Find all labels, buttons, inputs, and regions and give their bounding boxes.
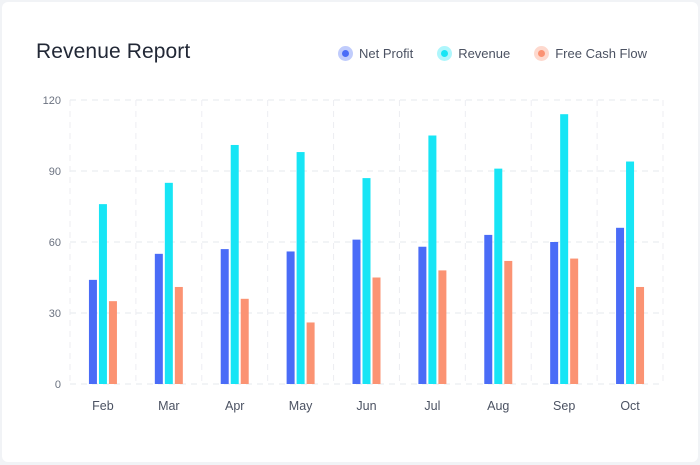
x-tick-label: Apr bbox=[225, 399, 244, 413]
bar-revenue bbox=[230, 144, 239, 384]
legend-dot-icon bbox=[338, 46, 353, 61]
x-tick-label: Jun bbox=[356, 399, 376, 413]
x-tick-label: May bbox=[289, 399, 313, 413]
bar-revenue bbox=[626, 161, 635, 384]
bar-free-cash-flow bbox=[174, 286, 183, 384]
y-tick-label: 90 bbox=[49, 166, 61, 178]
x-tick-label: Feb bbox=[92, 399, 114, 413]
legend-item-free-cash-flow[interactable]: Free Cash Flow bbox=[534, 46, 647, 61]
bar-free-cash-flow bbox=[306, 322, 315, 384]
x-tick-label: Mar bbox=[158, 399, 180, 413]
bar-revenue bbox=[494, 168, 503, 384]
x-tick-label: Sep bbox=[553, 399, 575, 413]
bar-free-cash-flow bbox=[372, 277, 381, 384]
chart-legend: Net Profit Revenue Free Cash Flow bbox=[338, 46, 647, 61]
bar-net-profit bbox=[154, 253, 163, 384]
x-tick-label: Jul bbox=[424, 399, 440, 413]
legend-item-net-profit[interactable]: Net Profit bbox=[338, 46, 414, 61]
y-tick-label: 30 bbox=[49, 308, 61, 320]
legend-item-revenue[interactable]: Revenue bbox=[437, 46, 511, 61]
bar-free-cash-flow bbox=[108, 301, 117, 384]
bar-net-profit bbox=[484, 234, 493, 384]
legend-dot-icon bbox=[437, 46, 453, 61]
bar-revenue bbox=[164, 182, 173, 384]
bar-revenue bbox=[428, 135, 437, 384]
bar-free-cash-flow bbox=[438, 270, 447, 384]
y-tick-label: 60 bbox=[49, 237, 61, 249]
bar-net-profit bbox=[616, 227, 625, 384]
y-tick-label: 0 bbox=[55, 379, 61, 391]
bar-net-profit bbox=[286, 251, 295, 384]
chart-title: Revenue Report bbox=[36, 40, 191, 63]
bar-net-profit bbox=[220, 249, 229, 384]
bar-net-profit bbox=[88, 279, 97, 384]
bar-free-cash-flow bbox=[504, 260, 513, 384]
legend-label: Revenue bbox=[458, 46, 511, 61]
legend-label: Net Profit bbox=[359, 46, 414, 61]
bar-revenue bbox=[560, 114, 569, 384]
bar-free-cash-flow bbox=[636, 286, 645, 384]
bar-revenue bbox=[98, 204, 107, 384]
bar-net-profit bbox=[352, 239, 361, 384]
x-tick-label: Aug bbox=[487, 399, 509, 413]
bar-net-profit bbox=[550, 242, 559, 384]
bar-free-cash-flow bbox=[570, 258, 579, 384]
legend-label: Free Cash Flow bbox=[555, 46, 647, 61]
bar-net-profit bbox=[418, 246, 427, 384]
bar-revenue bbox=[362, 178, 371, 384]
legend-dot-icon bbox=[534, 46, 550, 61]
y-tick-label: 120 bbox=[43, 95, 61, 107]
bar-free-cash-flow bbox=[240, 298, 249, 384]
bar-revenue bbox=[296, 152, 305, 384]
x-tick-label: Oct bbox=[620, 399, 640, 413]
